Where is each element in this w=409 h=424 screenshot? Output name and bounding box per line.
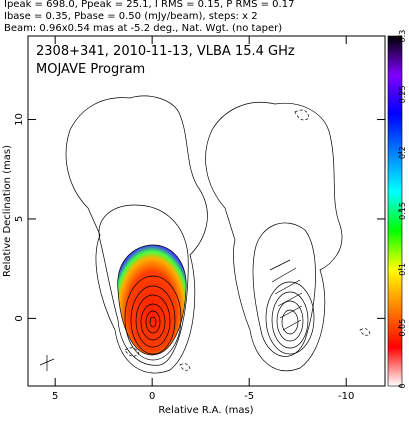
- colorbar-tick-label: 0.15: [398, 202, 407, 220]
- colorbar-tick-label: 0.05: [398, 319, 407, 337]
- x-tick-label: 0: [149, 391, 155, 402]
- y-tick-label: 5: [14, 216, 25, 222]
- chart-subtitle: MOJAVE Program: [36, 62, 145, 77]
- x-axis-label: Relative R.A. (mas): [158, 405, 253, 416]
- contours-left: [39, 95, 208, 374]
- colorbar-tick-label: 0: [398, 383, 407, 388]
- header-line: Ibase = 0.35, Pbase = 0.50 (mJy/beam), s…: [4, 11, 258, 22]
- plot-frame: [27, 35, 386, 387]
- y-axis-label: Relative Declination (mas): [2, 145, 13, 277]
- x-tick-label: -5: [244, 391, 254, 402]
- chart-title: 2308+341, 2010-11-13, VLBA 15.4 GHz: [36, 44, 295, 59]
- colorbar-tick-label: 0.1: [398, 263, 407, 276]
- header-line: Ipeak = 698.0, Ppeak = 25.1, I RMS = 0.1…: [4, 0, 294, 10]
- colorbar-tick-label: 0.2: [398, 146, 407, 159]
- header-line: Beam: 0.96x0.54 mas at -5.2 deg., Nat. W…: [4, 23, 282, 34]
- contours-right: [205, 101, 371, 372]
- colorbar-tick-label: 0.25: [398, 85, 407, 103]
- x-tick-label: -10: [338, 391, 354, 402]
- colorbar-tick-label: 0.3: [398, 30, 407, 43]
- y-tick-label: 10: [14, 113, 25, 126]
- x-tick-label: 5: [52, 391, 58, 402]
- y-tick-label: 0: [14, 315, 25, 321]
